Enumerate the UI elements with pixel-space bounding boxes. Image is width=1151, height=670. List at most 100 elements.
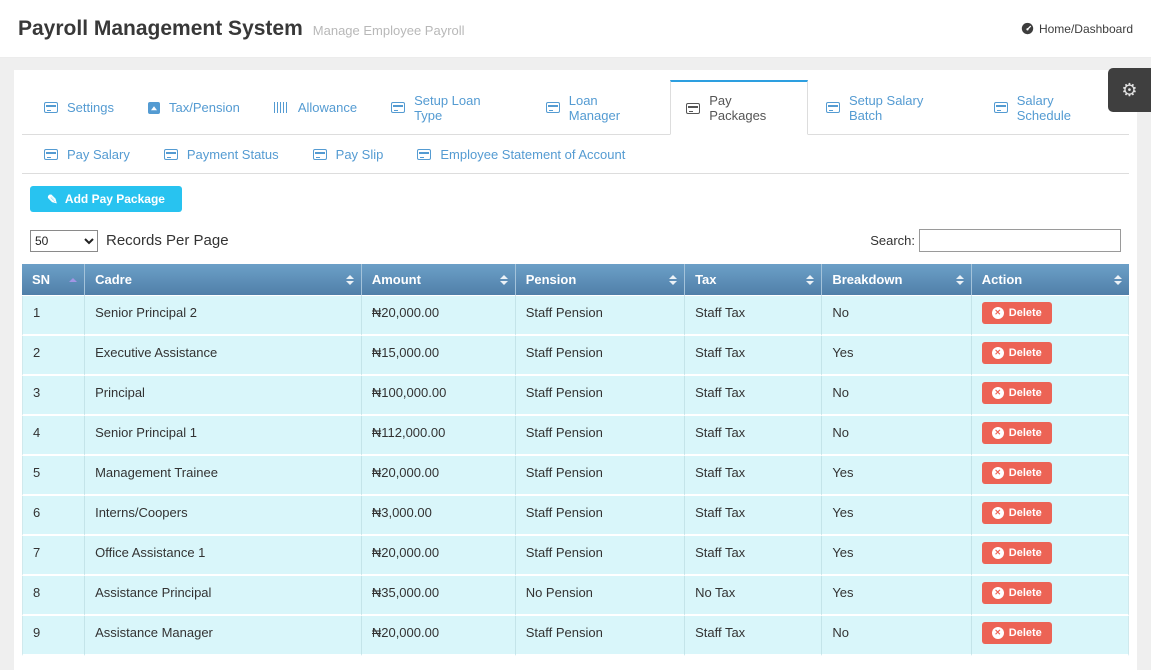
sort-down-icon xyxy=(1114,280,1122,285)
circle-x-icon: ✕ xyxy=(991,587,1004,599)
cell-pension: Staff Pension xyxy=(515,296,686,336)
cell-amount: ₦3,000.00 xyxy=(361,496,516,536)
column-header-label: Tax xyxy=(695,272,717,287)
tab-payment-status[interactable]: Payment Status xyxy=(148,135,295,174)
cell-sn: 5 xyxy=(22,456,86,496)
table-row: 1 Senior Principal 2 ₦20,000.00 Staff Pensi… xyxy=(22,296,1129,336)
tab-label: Loan Manager xyxy=(568,92,621,123)
cell-breakdown: No xyxy=(822,616,972,656)
cell-cadre: Assistance Manager xyxy=(85,616,362,656)
circle-x-icon: ✕ xyxy=(991,307,1004,319)
table-row: 8 Assistance Principal ₦35,000.00 No Pensio… xyxy=(22,576,1129,616)
delete-button[interactable]: ✕ Delete xyxy=(981,582,1052,604)
search-label: Search: xyxy=(870,233,915,248)
tab-tax-pension[interactable]: Tax/Pension xyxy=(132,80,256,135)
column-header-action[interactable]: Action xyxy=(971,264,1129,296)
sort-up-icon xyxy=(69,277,78,282)
cell-action: ✕ Delete xyxy=(971,376,1129,416)
column-header-tax[interactable]: Tax xyxy=(685,264,823,296)
cell-pension: Staff Pension xyxy=(515,416,686,456)
tab-setup-salary-batch[interactable]: Setup Salary Batch xyxy=(810,80,976,135)
column-header-cadre[interactable]: Cadre xyxy=(85,264,362,296)
sort-down-icon xyxy=(806,280,815,285)
cell-tax: Staff Tax xyxy=(685,496,823,536)
cell-cadre: Interns/Coopers xyxy=(85,496,362,536)
credit-card-icon xyxy=(44,149,58,160)
records-per-page-label: Records Per Page xyxy=(106,232,229,249)
tab-label: Tax/Pension xyxy=(168,100,240,115)
credit-card-icon xyxy=(312,149,327,160)
tab-settings[interactable]: Settings xyxy=(28,80,130,135)
sort-down-icon xyxy=(955,280,964,285)
top-navbar: Payroll Management System Manage Employe… xyxy=(0,0,1151,58)
table-controls: 50 Records Per Page Search: xyxy=(30,229,1121,252)
credit-card-icon xyxy=(825,102,840,113)
delete-button[interactable]: ✕ Delete xyxy=(981,342,1052,364)
tab-setup-loan-type[interactable]: Setup Loan Type xyxy=(375,80,528,135)
barcode-icon xyxy=(273,102,289,113)
tab-pay-slip[interactable]: Pay Slip xyxy=(297,135,400,174)
circle-x-icon: ✕ xyxy=(991,467,1004,479)
column-header-sn[interactable]: SN xyxy=(22,264,86,296)
sort-up-icon xyxy=(1114,274,1122,279)
delete-button[interactable]: ✕ Delete xyxy=(981,502,1052,524)
settings-flyout-button[interactable]: ⚙ xyxy=(1108,68,1151,112)
column-header-pension[interactable]: Pension xyxy=(515,264,686,296)
breadcrumb-label: Home/Dashboard xyxy=(1038,21,1133,36)
tab-label: Pay Slip xyxy=(335,147,384,162)
delete-button[interactable]: ✕ Delete xyxy=(981,422,1052,444)
table-row: 2 Executive Assistance ₦15,000.00 Staff Pen… xyxy=(22,336,1129,376)
column-header-label: Breakdown xyxy=(832,272,903,287)
delete-button-label: Delete xyxy=(1008,387,1042,399)
cell-cadre: Senior Principal 1 xyxy=(85,416,362,456)
tab-label: Pay Salary xyxy=(67,147,130,162)
cell-tax: No Tax xyxy=(685,576,823,616)
cell-pension: Staff Pension xyxy=(515,376,686,416)
delete-button[interactable]: ✕ Delete xyxy=(981,462,1052,484)
search-input[interactable] xyxy=(919,229,1121,252)
column-header-breakdown[interactable]: Breakdown xyxy=(822,264,972,296)
delete-button[interactable]: ✕ Delete xyxy=(981,382,1052,404)
cell-sn: 9 xyxy=(22,616,86,656)
credit-card-icon xyxy=(391,102,406,113)
tab-allowance[interactable]: Allowance xyxy=(258,80,373,135)
cell-cadre: Management Trainee xyxy=(85,456,362,496)
tab-pay-salary[interactable]: Pay Salary xyxy=(28,135,146,174)
tab-pay-packages[interactable]: Pay Packages xyxy=(670,80,808,135)
records-per-page-select[interactable]: 50 xyxy=(30,229,98,252)
credit-card-icon xyxy=(545,102,560,113)
sort-arrows-icon xyxy=(1114,274,1122,285)
table-row: 9 Assistance Manager ₦20,000.00 Staff Pensi… xyxy=(22,616,1129,656)
delete-button[interactable]: ✕ Delete xyxy=(981,302,1052,324)
column-header-label: Cadre xyxy=(95,272,132,287)
cell-action: ✕ Delete xyxy=(971,616,1129,656)
table-row: 7 Office Assistance 1 ₦20,000.00 Staff Pens… xyxy=(22,536,1129,576)
circle-x-icon: ✕ xyxy=(991,507,1004,519)
cell-amount: ₦20,000.00 xyxy=(361,456,516,496)
column-header-label: Action xyxy=(981,272,1023,287)
breadcrumb[interactable]: Home/Dashboard xyxy=(1021,22,1133,36)
sort-arrows-icon xyxy=(345,274,354,285)
cell-breakdown: Yes xyxy=(822,336,972,376)
circle-x-icon: ✕ xyxy=(991,547,1004,559)
cell-action: ✕ Delete xyxy=(971,336,1129,376)
sort-up-icon xyxy=(806,274,815,279)
tab-loan-manager[interactable]: Loan Manager xyxy=(530,80,668,135)
delete-button[interactable]: ✕ Delete xyxy=(981,622,1052,644)
tab-employee-statement-of-account[interactable]: Employee Statement of Account xyxy=(401,135,641,174)
cell-sn: 6 xyxy=(22,496,86,536)
cell-cadre: Office Assistance 1 xyxy=(85,536,362,576)
table-header-row: SN Cadre Amount Pension Tax Breakdown Action xyxy=(22,264,1129,296)
cell-amount: ₦15,000.00 xyxy=(361,336,516,376)
gear-icon: ⚙ xyxy=(1121,80,1138,100)
cell-action: ✕ Delete xyxy=(971,496,1129,536)
delete-button[interactable]: ✕ Delete xyxy=(981,542,1052,564)
tab-salary-schedule[interactable]: Salary Schedule xyxy=(978,80,1127,135)
cell-breakdown: Yes xyxy=(822,456,972,496)
column-header-amount[interactable]: Amount xyxy=(361,264,516,296)
cell-tax: Staff Tax xyxy=(685,376,823,416)
circle-x-icon: ✕ xyxy=(991,387,1004,399)
cell-tax: Staff Tax xyxy=(685,336,823,376)
cell-tax: Staff Tax xyxy=(685,616,823,656)
add-pay-package-button[interactable]: ✎ Add Pay Package xyxy=(30,186,182,212)
